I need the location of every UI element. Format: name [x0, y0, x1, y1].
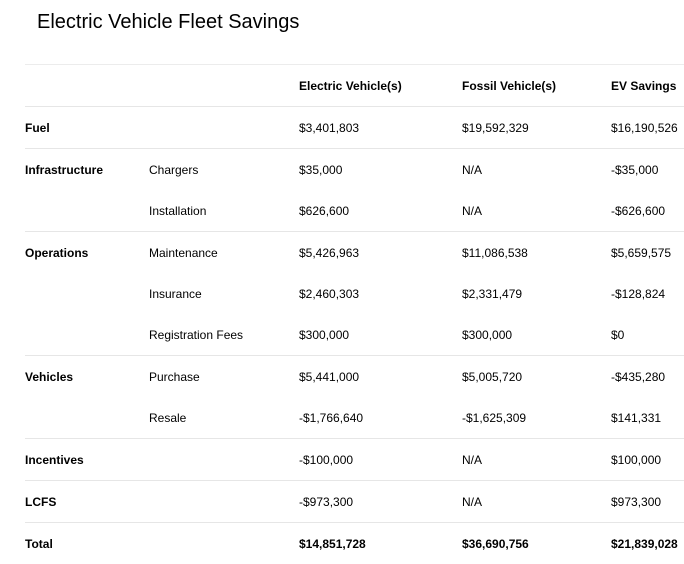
row-ev-savings: -$435,280: [611, 356, 684, 398]
row-ev-cost: $3,401,803: [299, 107, 462, 149]
table-row: Incentives -$100,000 N/A $100,000: [25, 439, 684, 481]
table-row: Fuel $3,401,803 $19,592,329 $16,190,526: [25, 107, 684, 149]
header-row: Electric Vehicle(s) Fossil Vehicle(s) EV…: [25, 65, 684, 107]
row-ev-cost: -$100,000: [299, 439, 462, 481]
fleet-savings-table: Electric Vehicle(s) Fossil Vehicle(s) EV…: [25, 64, 684, 564]
row-fossil-cost: $19,592,329: [462, 107, 611, 149]
table-row: Registration Fees $300,000 $300,000 $0: [25, 314, 684, 356]
row-subcategory: Registration Fees: [149, 314, 299, 356]
row-fossil-cost: $2,331,479: [462, 273, 611, 314]
total-ev-savings: $21,839,028: [611, 523, 684, 564]
table-row: Vehicles Purchase $5,441,000 $5,005,720 …: [25, 356, 684, 398]
row-fossil-cost: N/A: [462, 481, 611, 523]
total-fossil-cost: $36,690,756: [462, 523, 611, 564]
total-row: Total $14,851,728 $36,690,756 $21,839,02…: [25, 523, 684, 564]
row-ev-savings: $16,190,526: [611, 107, 684, 149]
row-subcategory: Insurance: [149, 273, 299, 314]
row-ev-savings: $141,331: [611, 397, 684, 439]
header-electric-vehicles: Electric Vehicle(s): [299, 65, 462, 107]
row-fossil-cost: N/A: [462, 149, 611, 191]
row-fossil-cost: N/A: [462, 190, 611, 232]
row-ev-cost: $35,000: [299, 149, 462, 191]
row-fossil-cost: $11,086,538: [462, 232, 611, 274]
row-ev-savings: $0: [611, 314, 684, 356]
page-title: Electric Vehicle Fleet Savings: [37, 9, 299, 35]
row-subcategory: Installation: [149, 190, 299, 232]
row-category: Fuel: [25, 107, 149, 149]
row-subcategory: Maintenance: [149, 232, 299, 274]
row-category: Incentives: [25, 439, 149, 481]
row-category: [25, 397, 149, 439]
row-subcategory: [149, 439, 299, 481]
total-subcategory: [149, 523, 299, 564]
row-category: LCFS: [25, 481, 149, 523]
header-ev-savings: EV Savings: [611, 65, 684, 107]
table-header: Electric Vehicle(s) Fossil Vehicle(s) EV…: [25, 65, 684, 107]
row-ev-cost: $300,000: [299, 314, 462, 356]
table-body: Fuel $3,401,803 $19,592,329 $16,190,526 …: [25, 107, 684, 564]
row-ev-savings: -$626,600: [611, 190, 684, 232]
header-fossil-vehicles: Fossil Vehicle(s): [462, 65, 611, 107]
row-subcategory: [149, 107, 299, 149]
row-category: Infrastructure: [25, 149, 149, 191]
row-subcategory: Resale: [149, 397, 299, 439]
total-label: Total: [25, 523, 149, 564]
table-row: Resale -$1,766,640 -$1,625,309 $141,331: [25, 397, 684, 439]
row-ev-cost: -$973,300: [299, 481, 462, 523]
row-subcategory: Purchase: [149, 356, 299, 398]
row-category: [25, 190, 149, 232]
row-ev-cost: $626,600: [299, 190, 462, 232]
row-ev-savings: $5,659,575: [611, 232, 684, 274]
row-ev-cost: $5,426,963: [299, 232, 462, 274]
row-ev-savings: $100,000: [611, 439, 684, 481]
row-category: Vehicles: [25, 356, 149, 398]
header-category: [25, 65, 149, 107]
row-ev-savings: $973,300: [611, 481, 684, 523]
row-ev-cost: $2,460,303: [299, 273, 462, 314]
table-row: Operations Maintenance $5,426,963 $11,08…: [25, 232, 684, 274]
row-fossil-cost: $5,005,720: [462, 356, 611, 398]
row-ev-cost: $5,441,000: [299, 356, 462, 398]
row-fossil-cost: N/A: [462, 439, 611, 481]
table-row: LCFS -$973,300 N/A $973,300: [25, 481, 684, 523]
row-category: Operations: [25, 232, 149, 274]
row-ev-savings: -$128,824: [611, 273, 684, 314]
row-subcategory: Chargers: [149, 149, 299, 191]
table-row: Installation $626,600 N/A -$626,600: [25, 190, 684, 232]
row-ev-cost: -$1,766,640: [299, 397, 462, 439]
total-ev-cost: $14,851,728: [299, 523, 462, 564]
table-row: Insurance $2,460,303 $2,331,479 -$128,82…: [25, 273, 684, 314]
header-subcategory: [149, 65, 299, 107]
row-subcategory: [149, 481, 299, 523]
row-ev-savings: -$35,000: [611, 149, 684, 191]
table-row: Infrastructure Chargers $35,000 N/A -$35…: [25, 149, 684, 191]
row-category: [25, 273, 149, 314]
row-category: [25, 314, 149, 356]
row-fossil-cost: -$1,625,309: [462, 397, 611, 439]
row-fossil-cost: $300,000: [462, 314, 611, 356]
